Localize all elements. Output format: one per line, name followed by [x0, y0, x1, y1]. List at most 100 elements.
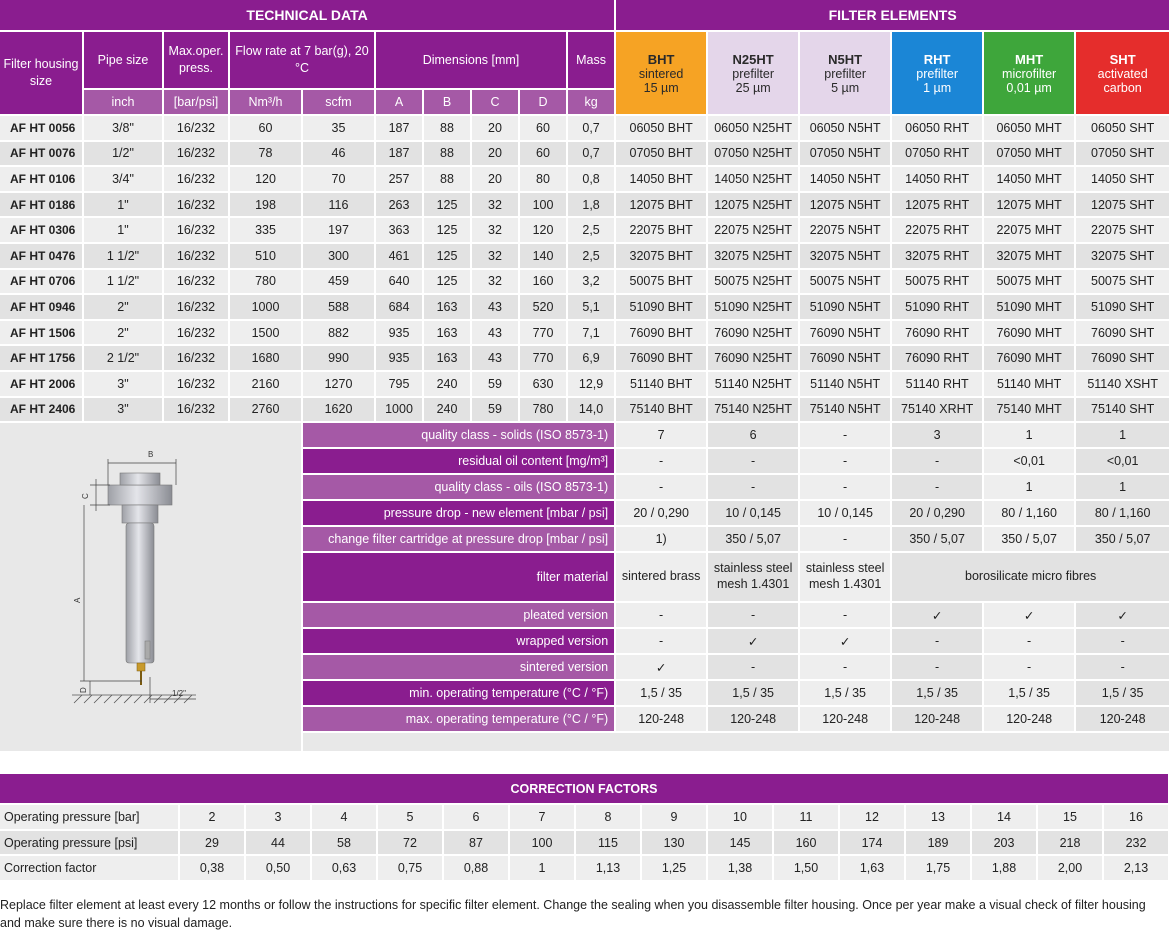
element-code-cell: 51090 RHT [892, 295, 985, 321]
spec-value: - [800, 474, 893, 501]
spec-row: min. operating temperature (°C / °F) 1,5 … [0, 680, 1170, 707]
correction-value: 1,25 [642, 856, 708, 883]
unit-header: Nm³/h [230, 90, 303, 116]
spec-value: 120-248 [984, 706, 1077, 733]
correction-value: 160 [774, 830, 840, 857]
mass-header: Mass [568, 32, 617, 90]
table-row: AF HT 0706 1 1/2" 16/232 780 459 640 125 32 160 3… [0, 269, 1170, 296]
correction-value: 1,13 [576, 856, 642, 883]
spec-value: 350 / 5,07 [984, 526, 1077, 553]
spec-value: - [616, 603, 709, 630]
unit-header: A [376, 90, 424, 116]
element-name: RHT [923, 51, 951, 67]
spec-value: 10 / 0,145 [708, 500, 801, 527]
element-code-cell: 22075 BHT [616, 218, 709, 244]
spec-blank-cell [303, 732, 1170, 754]
spec-label: min. operating temperature (°C / °F) [303, 680, 617, 707]
correction-row: Operating pressure [bar] 2 3 4 5 6 7 8 9 10 11 12 13… [0, 805, 1170, 831]
technical-cell: 263 [376, 192, 424, 219]
spec-label: pressure drop - new element [mbar / psi] [303, 500, 617, 527]
element-code-cell: 76090 RHT [892, 320, 985, 347]
correction-value: 130 [642, 830, 708, 857]
technical-cell: 16/232 [164, 269, 230, 296]
correction-value: 11 [774, 805, 840, 831]
spec-value: 350 / 5,07 [892, 526, 985, 553]
element-code-cell: 76090 BHT [616, 320, 709, 347]
technical-cell: 780 [520, 397, 568, 424]
dim-label-d: D [79, 687, 88, 693]
table-row: AF HT 0186 1" 16/232 198 116 263 125 32 100 1,8 12… [0, 192, 1170, 219]
technical-cell: 88 [424, 167, 472, 193]
correction-value: 16 [1104, 805, 1170, 831]
spec-row: residual oil content [mg/m³] - - - - <0,01 <0,… [0, 449, 1170, 475]
spec-label: residual oil content [mg/m³] [303, 449, 617, 475]
filter-housing-drawing: B C A D 1/2" [72, 450, 196, 704]
technical-cell: 12,9 [568, 371, 617, 398]
element-header-rht: RHT prefilter 1 µm [892, 32, 985, 116]
element-code-cell: 51090 N25HT [708, 295, 801, 321]
technical-cell: 335 [230, 218, 303, 244]
technical-cell: 116 [303, 192, 376, 219]
correction-value: 1 [510, 856, 576, 883]
element-code-cell: 76090 N25HT [708, 320, 801, 347]
housing-size-cell: AF HT 0106 [0, 167, 84, 193]
technical-cell: 300 [303, 243, 376, 270]
technical-cell: 198 [230, 192, 303, 219]
correction-value: 5 [378, 805, 444, 831]
technical-cell: 257 [376, 167, 424, 193]
element-code-cell: 14050 RHT [892, 167, 985, 193]
element-code-cell: 75140 N25HT [708, 397, 801, 424]
technical-cell: 770 [520, 346, 568, 372]
technical-cell: 120 [230, 167, 303, 193]
correction-value: 1,63 [840, 856, 906, 883]
correction-factors-title: CORRECTION FACTORS [0, 774, 1170, 805]
element-code-cell: 76090 MHT [984, 346, 1077, 372]
element-code-cell: 51090 BHT [616, 295, 709, 321]
technical-cell: 16/232 [164, 116, 230, 142]
technical-cell: 240 [424, 397, 472, 424]
spec-value: 20 / 0,290 [616, 500, 709, 527]
correction-value: 9 [642, 805, 708, 831]
unit-header: [bar/psi] [164, 90, 230, 116]
technical-cell: 795 [376, 371, 424, 398]
table-row: AF HT 0056 3/8" 16/232 60 35 187 88 20 60 0,7 0605… [0, 116, 1170, 142]
spec-value: 350 / 5,07 [1076, 526, 1170, 553]
technical-cell: 160 [520, 269, 568, 296]
technical-cell: 6,9 [568, 346, 617, 372]
housing-size-cell: AF HT 0056 [0, 116, 84, 142]
element-code-cell: 07050 MHT [984, 141, 1077, 168]
spec-value: - [984, 629, 1077, 656]
spec-row: pressure drop - new element [mbar / psi]… [0, 500, 1170, 527]
correction-value: 0,38 [180, 856, 246, 883]
technical-cell: 780 [230, 269, 303, 296]
element-code-cell: 75140 SHT [1076, 397, 1170, 424]
technical-cell: 0,7 [568, 141, 617, 168]
technical-cell: 935 [376, 320, 424, 347]
element-code-cell: 06050 RHT [892, 116, 985, 142]
technical-cell: 459 [303, 269, 376, 296]
spec-label: quality class - oils (ISO 8573-1) [303, 474, 617, 501]
technical-cell: 1,8 [568, 192, 617, 219]
spec-value: <0,01 [984, 449, 1077, 475]
spec-value: <0,01 [1076, 449, 1170, 475]
element-type: prefilter [824, 66, 866, 81]
element-rating: 25 µm [735, 80, 771, 95]
table-row: AF HT 0306 1" 16/232 335 197 363 125 32 120 2,5 22… [0, 218, 1170, 244]
technical-cell: 2760 [230, 397, 303, 424]
technical-cell: 60 [520, 141, 568, 168]
technical-data-table: TECHNICAL DATA FILTER ELEMENTS Filter ho… [0, 0, 1170, 754]
spec-row: max. operating temperature (°C / °F) 120-… [0, 706, 1170, 733]
correction-rows: Operating pressure [bar] 2 3 4 5 6 7 8 9 10 11 12 13… [0, 805, 1170, 883]
correction-row-label: Correction factor [0, 856, 180, 883]
technical-cell: 461 [376, 243, 424, 270]
spec-value: 1 [1076, 474, 1170, 501]
technical-cell: 3,2 [568, 269, 617, 296]
element-name: MHT [1015, 51, 1044, 67]
dim-label-a: A [73, 597, 82, 603]
element-type: prefilter [916, 66, 958, 81]
technical-cell: 630 [520, 371, 568, 398]
correction-value: 145 [708, 830, 774, 857]
filter-elements-title: FILTER ELEMENTS [616, 0, 1170, 32]
technical-cell: 510 [230, 243, 303, 270]
technical-cell: 32 [472, 269, 520, 296]
